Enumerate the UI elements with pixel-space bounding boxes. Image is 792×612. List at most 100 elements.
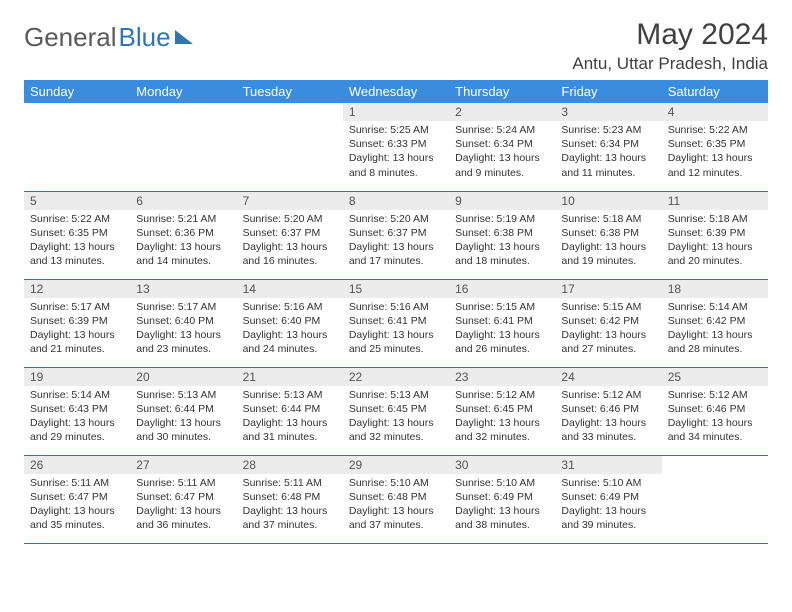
calendar-cell: 7Sunrise: 5:20 AMSunset: 6:37 PMDaylight… (237, 191, 343, 279)
day-details: Sunrise: 5:13 AMSunset: 6:44 PMDaylight:… (130, 386, 236, 449)
day-details: Sunrise: 5:10 AMSunset: 6:49 PMDaylight:… (449, 474, 555, 537)
day-details: Sunrise: 5:25 AMSunset: 6:33 PMDaylight:… (343, 121, 449, 184)
day-number: 28 (237, 456, 343, 474)
day-number: 9 (449, 192, 555, 210)
calendar-cell: 26Sunrise: 5:11 AMSunset: 6:47 PMDayligh… (24, 455, 130, 543)
calendar-cell: 8Sunrise: 5:20 AMSunset: 6:37 PMDaylight… (343, 191, 449, 279)
day-number: 6 (130, 192, 236, 210)
day-number: 8 (343, 192, 449, 210)
calendar-cell: 2Sunrise: 5:24 AMSunset: 6:34 PMDaylight… (449, 103, 555, 191)
location-text: Antu, Uttar Pradesh, India (572, 54, 768, 74)
day-number: 22 (343, 368, 449, 386)
day-details: Sunrise: 5:16 AMSunset: 6:41 PMDaylight:… (343, 298, 449, 361)
logo-text-blue: Blue (119, 22, 171, 53)
calendar-cell: 30Sunrise: 5:10 AMSunset: 6:49 PMDayligh… (449, 455, 555, 543)
title-block: May 2024 Antu, Uttar Pradesh, India (572, 18, 768, 74)
day-details: Sunrise: 5:15 AMSunset: 6:41 PMDaylight:… (449, 298, 555, 361)
day-number: 4 (662, 103, 768, 121)
weekday-header: Monday (130, 80, 236, 103)
day-details: Sunrise: 5:11 AMSunset: 6:47 PMDaylight:… (24, 474, 130, 537)
day-number: 1 (343, 103, 449, 121)
day-number: 31 (555, 456, 661, 474)
header: GeneralBlue May 2024 Antu, Uttar Pradesh… (24, 18, 768, 74)
calendar-cell: 25Sunrise: 5:12 AMSunset: 6:46 PMDayligh… (662, 367, 768, 455)
calendar-table: SundayMondayTuesdayWednesdayThursdayFrid… (24, 80, 768, 544)
day-details: Sunrise: 5:13 AMSunset: 6:44 PMDaylight:… (237, 386, 343, 449)
calendar-cell: 29Sunrise: 5:10 AMSunset: 6:48 PMDayligh… (343, 455, 449, 543)
day-number: 29 (343, 456, 449, 474)
day-number: 12 (24, 280, 130, 298)
calendar-cell (662, 455, 768, 543)
day-details: Sunrise: 5:13 AMSunset: 6:45 PMDaylight:… (343, 386, 449, 449)
day-number: 15 (343, 280, 449, 298)
day-details: Sunrise: 5:18 AMSunset: 6:38 PMDaylight:… (555, 210, 661, 273)
calendar-cell: 18Sunrise: 5:14 AMSunset: 6:42 PMDayligh… (662, 279, 768, 367)
calendar-cell: 4Sunrise: 5:22 AMSunset: 6:35 PMDaylight… (662, 103, 768, 191)
day-details: Sunrise: 5:12 AMSunset: 6:45 PMDaylight:… (449, 386, 555, 449)
day-details: Sunrise: 5:14 AMSunset: 6:43 PMDaylight:… (24, 386, 130, 449)
calendar-cell: 22Sunrise: 5:13 AMSunset: 6:45 PMDayligh… (343, 367, 449, 455)
day-number: 17 (555, 280, 661, 298)
day-number: 2 (449, 103, 555, 121)
day-number: 23 (449, 368, 555, 386)
day-number: 3 (555, 103, 661, 121)
day-number: 20 (130, 368, 236, 386)
day-number: 16 (449, 280, 555, 298)
weekday-header: Tuesday (237, 80, 343, 103)
calendar-cell: 24Sunrise: 5:12 AMSunset: 6:46 PMDayligh… (555, 367, 661, 455)
day-number: 14 (237, 280, 343, 298)
calendar-cell: 27Sunrise: 5:11 AMSunset: 6:47 PMDayligh… (130, 455, 236, 543)
day-details: Sunrise: 5:17 AMSunset: 6:39 PMDaylight:… (24, 298, 130, 361)
day-details: Sunrise: 5:18 AMSunset: 6:39 PMDaylight:… (662, 210, 768, 273)
logo-triangle-icon (175, 30, 193, 44)
day-details: Sunrise: 5:22 AMSunset: 6:35 PMDaylight:… (662, 121, 768, 184)
calendar-cell: 11Sunrise: 5:18 AMSunset: 6:39 PMDayligh… (662, 191, 768, 279)
day-details: Sunrise: 5:11 AMSunset: 6:47 PMDaylight:… (130, 474, 236, 537)
day-details: Sunrise: 5:20 AMSunset: 6:37 PMDaylight:… (237, 210, 343, 273)
day-details: Sunrise: 5:12 AMSunset: 6:46 PMDaylight:… (555, 386, 661, 449)
calendar-cell: 10Sunrise: 5:18 AMSunset: 6:38 PMDayligh… (555, 191, 661, 279)
calendar-cell (237, 103, 343, 191)
weekday-header: Wednesday (343, 80, 449, 103)
day-details: Sunrise: 5:20 AMSunset: 6:37 PMDaylight:… (343, 210, 449, 273)
day-details: Sunrise: 5:16 AMSunset: 6:40 PMDaylight:… (237, 298, 343, 361)
day-details: Sunrise: 5:17 AMSunset: 6:40 PMDaylight:… (130, 298, 236, 361)
calendar-cell: 15Sunrise: 5:16 AMSunset: 6:41 PMDayligh… (343, 279, 449, 367)
calendar-cell: 20Sunrise: 5:13 AMSunset: 6:44 PMDayligh… (130, 367, 236, 455)
calendar-cell: 13Sunrise: 5:17 AMSunset: 6:40 PMDayligh… (130, 279, 236, 367)
day-details: Sunrise: 5:23 AMSunset: 6:34 PMDaylight:… (555, 121, 661, 184)
calendar-cell: 9Sunrise: 5:19 AMSunset: 6:38 PMDaylight… (449, 191, 555, 279)
calendar-week-row: 5Sunrise: 5:22 AMSunset: 6:35 PMDaylight… (24, 191, 768, 279)
calendar-week-row: 26Sunrise: 5:11 AMSunset: 6:47 PMDayligh… (24, 455, 768, 543)
day-number: 30 (449, 456, 555, 474)
calendar-cell: 5Sunrise: 5:22 AMSunset: 6:35 PMDaylight… (24, 191, 130, 279)
weekday-header: Friday (555, 80, 661, 103)
logo: GeneralBlue (24, 22, 193, 53)
calendar-cell (130, 103, 236, 191)
day-details: Sunrise: 5:24 AMSunset: 6:34 PMDaylight:… (449, 121, 555, 184)
weekday-header: Saturday (662, 80, 768, 103)
calendar-cell: 19Sunrise: 5:14 AMSunset: 6:43 PMDayligh… (24, 367, 130, 455)
calendar-cell: 23Sunrise: 5:12 AMSunset: 6:45 PMDayligh… (449, 367, 555, 455)
calendar-cell: 3Sunrise: 5:23 AMSunset: 6:34 PMDaylight… (555, 103, 661, 191)
day-details: Sunrise: 5:10 AMSunset: 6:49 PMDaylight:… (555, 474, 661, 537)
calendar-body: 1Sunrise: 5:25 AMSunset: 6:33 PMDaylight… (24, 103, 768, 543)
calendar-cell: 12Sunrise: 5:17 AMSunset: 6:39 PMDayligh… (24, 279, 130, 367)
day-number: 7 (237, 192, 343, 210)
day-number: 21 (237, 368, 343, 386)
calendar-week-row: 12Sunrise: 5:17 AMSunset: 6:39 PMDayligh… (24, 279, 768, 367)
calendar-week-row: 1Sunrise: 5:25 AMSunset: 6:33 PMDaylight… (24, 103, 768, 191)
day-number: 13 (130, 280, 236, 298)
day-number: 27 (130, 456, 236, 474)
calendar-cell: 17Sunrise: 5:15 AMSunset: 6:42 PMDayligh… (555, 279, 661, 367)
day-details: Sunrise: 5:14 AMSunset: 6:42 PMDaylight:… (662, 298, 768, 361)
weekday-header: Thursday (449, 80, 555, 103)
calendar-cell: 1Sunrise: 5:25 AMSunset: 6:33 PMDaylight… (343, 103, 449, 191)
calendar-cell: 14Sunrise: 5:16 AMSunset: 6:40 PMDayligh… (237, 279, 343, 367)
day-number: 10 (555, 192, 661, 210)
calendar-cell (24, 103, 130, 191)
day-number: 18 (662, 280, 768, 298)
calendar-cell: 31Sunrise: 5:10 AMSunset: 6:49 PMDayligh… (555, 455, 661, 543)
month-title: May 2024 (572, 18, 768, 52)
day-details: Sunrise: 5:22 AMSunset: 6:35 PMDaylight:… (24, 210, 130, 273)
